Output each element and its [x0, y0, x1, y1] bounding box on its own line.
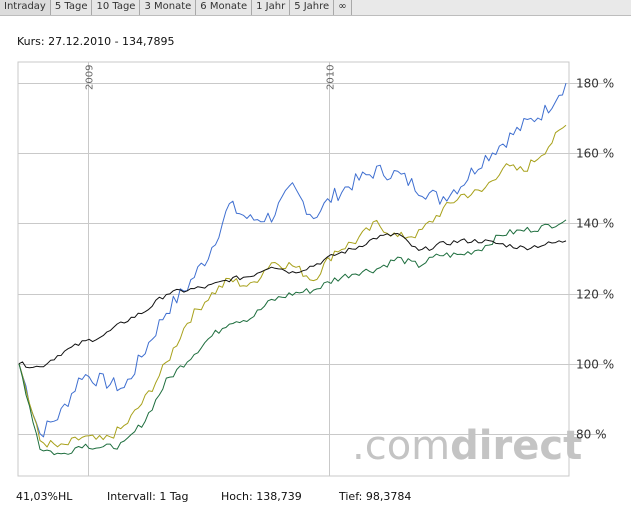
tab-3-monate[interactable]: 3 Monate	[140, 0, 197, 15]
x-tick-label: 2010	[326, 65, 337, 90]
y-tick-label: 120 %	[576, 288, 614, 302]
tab-10-tage[interactable]: 10 Tage	[92, 0, 141, 15]
high-stat: Hoch: 138,739	[221, 490, 302, 503]
y-tick-label: 180 %	[576, 77, 614, 91]
grid	[17, 61, 606, 477]
interval-stat: Intervall: 1 Tag	[107, 490, 189, 503]
series-line	[18, 82, 567, 438]
tab-1-jahr[interactable]: 1 Jahr	[252, 0, 291, 15]
price-label: Kurs: 27.12.2010 - 134,7895	[17, 35, 175, 48]
stats-footer: 41,03%HL Intervall: 1 Tag Hoch: 138,739 …	[0, 488, 631, 506]
comdirect-watermark: .comdirect	[352, 423, 582, 469]
tab-5-jahre[interactable]: 5 Jahre	[290, 0, 335, 15]
y-tick-label: 100 %	[576, 358, 614, 372]
tab-intraday[interactable]: Intraday	[0, 0, 51, 15]
range-tabs: Intraday 5 Tage 10 Tage 3 Monate 6 Monat…	[0, 0, 631, 16]
tab-5-tage[interactable]: 5 Tage	[50, 0, 93, 15]
series-group	[18, 82, 567, 456]
axis-labels: 80 % 100 % 120 % 140 % 160 % 180 % 2009 2010	[85, 65, 615, 442]
series-line	[18, 233, 567, 369]
y-tick-label: 80 %	[576, 428, 607, 442]
low-stat: Tief: 98,3784	[339, 490, 412, 503]
y-tick-label: 160 %	[576, 147, 614, 161]
series-line	[18, 219, 567, 456]
y-tick-label: 140 %	[576, 217, 614, 231]
x-tick-label: 2009	[85, 65, 96, 90]
tab-all[interactable]: ∞	[334, 0, 352, 15]
series-line	[18, 124, 567, 448]
plot-frame	[17, 61, 570, 477]
tab-6-monate[interactable]: 6 Monate	[196, 0, 253, 15]
change-stat: 41,03%HL	[16, 490, 73, 503]
